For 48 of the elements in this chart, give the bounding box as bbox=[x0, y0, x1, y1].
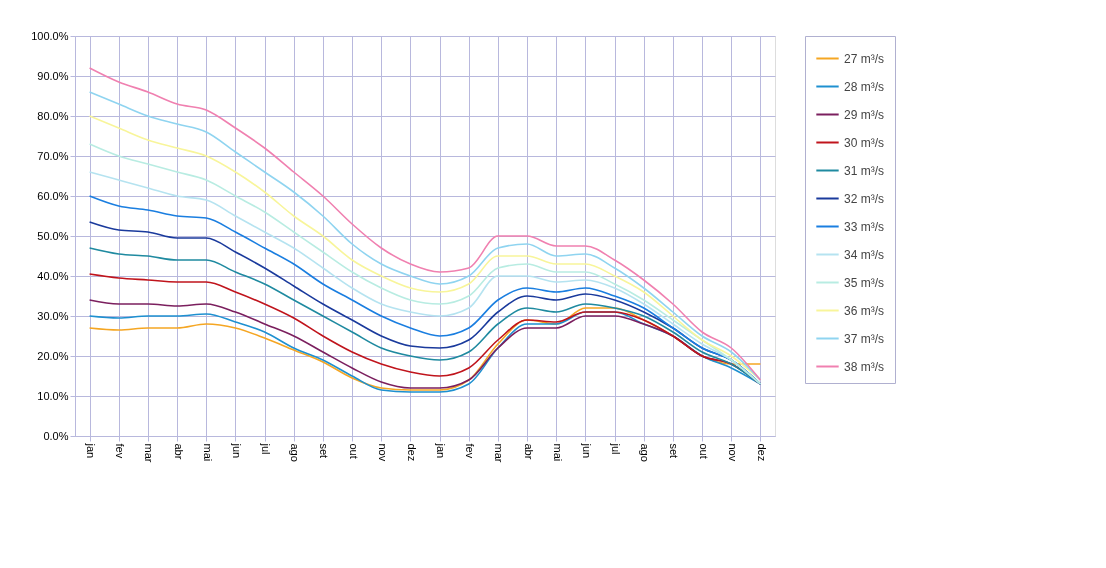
x-tick-label: jun bbox=[580, 442, 593, 459]
legend-label: 30 m³/s bbox=[844, 135, 885, 150]
x-tick-label: jul bbox=[260, 442, 273, 455]
legend-label: 27 m³/s bbox=[844, 51, 885, 66]
x-tick-label: ago bbox=[639, 443, 652, 462]
x-tick-label: dez bbox=[405, 443, 418, 462]
x-tick-label: jan bbox=[435, 442, 448, 459]
y-tick-label: 60.0% bbox=[37, 189, 69, 202]
x-tick-label: jul bbox=[610, 442, 623, 455]
y-tick-label: 20.0% bbox=[37, 349, 69, 362]
x-tick-label: out bbox=[697, 443, 710, 459]
x-tick-label: abr bbox=[522, 443, 535, 460]
legend-label: 37 m³/s bbox=[844, 331, 885, 346]
legend-label: 32 m³/s bbox=[844, 191, 885, 206]
legend-label: 36 m³/s bbox=[844, 303, 885, 318]
x-tick-label: mar bbox=[493, 443, 506, 463]
line-series bbox=[88, 247, 762, 385]
x-tick-label: ago bbox=[289, 443, 302, 462]
legend-label: 38 m³/s bbox=[844, 359, 885, 374]
y-tick-label: 40.0% bbox=[37, 269, 69, 282]
x-tick-label: mai bbox=[201, 443, 214, 462]
y-tick-label: 100.0% bbox=[31, 29, 69, 42]
y-tick-label: 70.0% bbox=[37, 149, 69, 162]
legend-label: 34 m³/s bbox=[844, 247, 885, 262]
x-tick-label: abr bbox=[172, 443, 185, 460]
x-tick-label: jan bbox=[85, 442, 98, 459]
legend-label: 35 m³/s bbox=[844, 275, 885, 290]
x-tick-label: jun bbox=[230, 442, 243, 459]
x-tick-label: fev bbox=[114, 443, 127, 459]
x-tick-label: out bbox=[347, 443, 360, 459]
y-tick-label: 50.0% bbox=[37, 229, 69, 242]
x-tick-label: mar bbox=[143, 443, 156, 463]
y-tick-label: 80.0% bbox=[37, 109, 69, 122]
y-tick-label: 0.0% bbox=[43, 429, 69, 442]
x-tick-label: fev bbox=[464, 443, 477, 459]
x-tick-label: dez bbox=[755, 443, 768, 462]
x-tick-label: set bbox=[318, 443, 331, 459]
x-tick-label: set bbox=[668, 443, 681, 459]
legend-label: 33 m³/s bbox=[844, 219, 885, 234]
x-tick-label: nov bbox=[376, 443, 389, 462]
legend-label: 28 m³/s bbox=[844, 79, 885, 94]
y-tick-label: 10.0% bbox=[37, 389, 69, 402]
y-tick-label: 90.0% bbox=[37, 69, 69, 82]
x-tick-label: mai bbox=[551, 443, 564, 462]
x-tick-label: nov bbox=[726, 443, 739, 462]
y-tick-label: 30.0% bbox=[37, 309, 69, 322]
legend-label: 29 m³/s bbox=[844, 107, 885, 122]
legend-label: 31 m³/s bbox=[844, 163, 885, 178]
